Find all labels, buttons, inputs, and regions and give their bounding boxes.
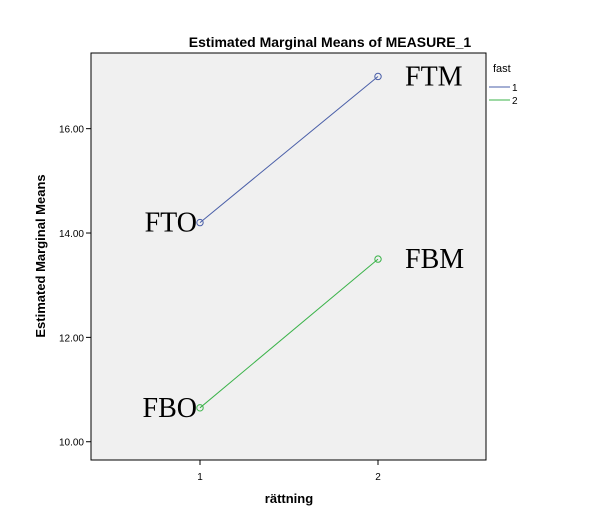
x-tick-label: 1 [197,472,203,483]
x-tick-label: 2 [375,472,381,483]
legend-label-1: 1 [512,83,518,94]
data-point-series-1-1 [196,218,204,227]
y-tick-label: 10.00 [59,438,84,449]
data-point-series-2-2 [374,255,382,263]
series-line-2 [199,258,379,409]
legend-label-2: 2 [512,96,518,107]
chart-title: Estimated Marginal Means of MEASURE_1 [189,34,472,50]
y-tick-label: 16.00 [59,125,84,136]
y-axis-label: Estimated Marginal Means [33,174,48,337]
x-axis-label: rättning [265,491,313,506]
series-line-1 [199,76,379,223]
legend: fast 1 2 [489,63,518,107]
legend-title: fast [493,63,511,75]
series-layer [196,72,382,412]
plot-area [90,52,487,461]
annotation-fbm: FBM [405,244,464,275]
annotation-fto: FTO [145,208,197,239]
y-tick-label: 12.00 [59,333,84,344]
annotation-layer: FTO FTM FBO FBM [143,61,465,423]
annotation-fbo: FBO [143,393,197,424]
y-tick-label: 14.00 [59,229,84,240]
data-point-series-2-1 [196,404,204,412]
annotation-ftm: FTM [405,61,463,92]
data-point-series-1-2 [374,72,382,81]
y-axis: 10.00 12.00 14.00 16.00 [59,125,91,449]
